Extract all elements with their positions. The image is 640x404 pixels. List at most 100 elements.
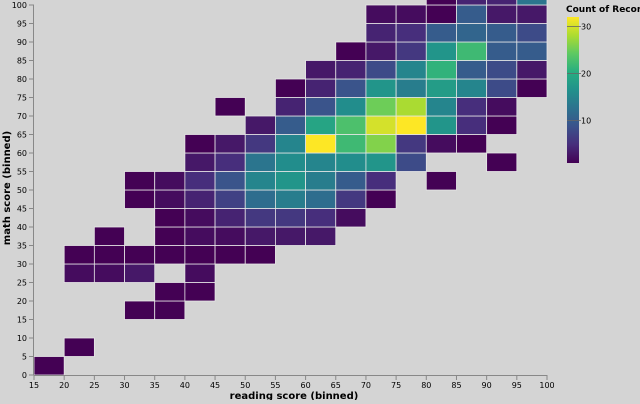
y-tick-label: 75 — [17, 94, 27, 103]
x-tick-label: 75 — [391, 381, 401, 390]
heatmap-cell — [154, 208, 186, 228]
heatmap-cell — [154, 300, 186, 320]
heatmap-cell — [425, 0, 457, 6]
heatmap-cell — [425, 171, 457, 191]
heatmap-cell — [214, 226, 246, 246]
y-tick-label: 25 — [17, 279, 27, 288]
heatmap-cell — [395, 97, 427, 117]
heatmap-cell — [516, 4, 548, 24]
heatmap-cell — [456, 97, 488, 117]
heatmap-cell — [516, 78, 548, 98]
y-tick-label: 20 — [17, 297, 27, 306]
heatmap-cell — [486, 41, 518, 61]
heatmap-cell — [365, 134, 397, 154]
heatmap-cell — [395, 115, 427, 135]
y-tick-label: 15 — [17, 316, 27, 325]
heatmap-cell — [124, 245, 156, 265]
heatmap-cell — [184, 282, 216, 302]
x-axis-title: reading score (binned) — [230, 391, 359, 400]
heatmap-cell — [305, 152, 337, 172]
y-tick-label: 5 — [22, 353, 27, 362]
heatmap-cell — [456, 23, 488, 43]
y-tick-label: 60 — [17, 149, 27, 158]
x-tick-label: 30 — [119, 381, 129, 390]
heatmap-cell — [365, 78, 397, 98]
heatmap-cell — [275, 134, 306, 154]
y-tick-label: 45 — [17, 205, 27, 214]
x-tick-label: 65 — [331, 381, 341, 390]
heatmap-cell — [275, 97, 306, 117]
heatmap-cell — [184, 263, 216, 283]
y-axis-title: math score (binned) — [2, 131, 13, 245]
heatmap-cell — [335, 97, 367, 117]
heatmap-cell — [244, 152, 276, 172]
heatmap-cell — [305, 115, 337, 135]
heatmap-cell — [124, 263, 156, 283]
heatmap-cell — [124, 189, 156, 209]
heatmap-cell — [335, 189, 367, 209]
x-tick-label: 100 — [539, 381, 554, 390]
heatmap-cell — [365, 41, 397, 61]
heatmap-cell — [305, 171, 337, 191]
legend-tick-label: 10 — [581, 117, 591, 126]
heatmap-cell — [425, 60, 457, 80]
heatmap-cell — [154, 282, 186, 302]
y-tick-label: 80 — [17, 75, 27, 84]
heatmap-cell — [516, 60, 548, 80]
heatmap-cell — [244, 226, 276, 246]
x-tick-label: 40 — [180, 381, 190, 390]
heatmap-cell — [486, 0, 518, 6]
heatmap-cell — [456, 134, 488, 154]
x-tick-label: 20 — [59, 381, 69, 390]
heatmap-cell — [154, 171, 186, 191]
heatmap-cell — [275, 78, 306, 98]
heatmap-cell — [365, 152, 397, 172]
heatmap-cell — [486, 115, 518, 135]
heatmap-cell — [63, 245, 95, 265]
heatmap-cell — [395, 41, 427, 61]
legend: Count of Records 10 20 30 — [566, 5, 640, 163]
heatmap-cell — [154, 226, 186, 246]
heatmap-cell — [335, 152, 367, 172]
y-tick-label: 0 — [22, 371, 27, 380]
heatmap-cell — [395, 23, 427, 43]
heatmap-cell — [395, 78, 427, 98]
heatmap-cell — [335, 115, 367, 135]
y-tick-label: 70 — [17, 112, 27, 121]
heatmap-cell — [275, 189, 306, 209]
heatmap-cell — [305, 134, 337, 154]
heatmap-cell — [244, 134, 276, 154]
heatmap-cell — [124, 171, 156, 191]
heatmap-cell — [335, 60, 367, 80]
y-tick-label: 30 — [17, 260, 27, 269]
heatmap-cell — [335, 208, 367, 228]
legend-title: Count of Records — [566, 5, 640, 15]
heatmap-cell — [184, 189, 216, 209]
heatmap-cell — [305, 189, 337, 209]
heatmap-cell — [214, 171, 246, 191]
x-tick-label: 85 — [451, 381, 461, 390]
axes-layer: 15 20 25 30 35 40 45 50 55 60 65 70 75 80 85 90 95 100 0 5 1… — [12, 1, 555, 390]
heatmap-cell — [275, 152, 306, 172]
heatmap-cell — [244, 208, 276, 228]
heatmap-cell — [425, 41, 457, 61]
cells-layer — [33, 0, 548, 376]
heatmap-cell — [486, 23, 518, 43]
heatmap-cell — [305, 226, 337, 246]
heatmap-cell — [516, 23, 548, 43]
heatmap-cell — [275, 115, 306, 135]
x-tick-label: 35 — [150, 381, 160, 390]
legend-tick-label: 20 — [581, 70, 591, 79]
heatmap-cell — [305, 208, 337, 228]
heatmap-cell — [365, 4, 397, 24]
x-tick-label: 55 — [270, 381, 280, 390]
heatmap-cell — [486, 152, 518, 172]
heatmap-cell — [184, 245, 216, 265]
heatmap-cell — [395, 4, 427, 24]
heatmap-cell — [184, 134, 216, 154]
y-tick-label: 40 — [17, 223, 27, 232]
x-tick-label: 60 — [300, 381, 310, 390]
heatmap-cell — [154, 245, 186, 265]
